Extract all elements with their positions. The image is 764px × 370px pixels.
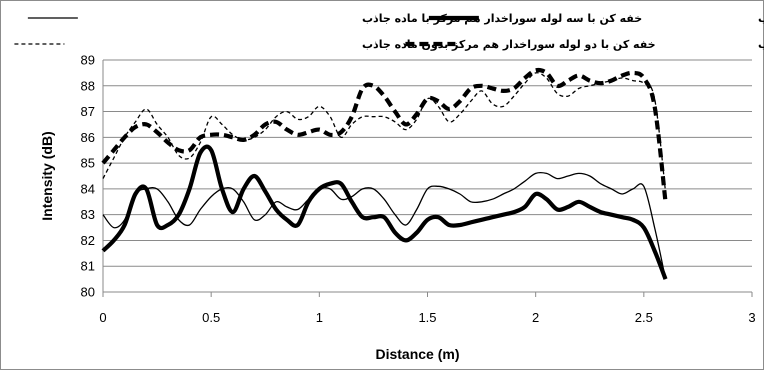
series-line-1 [102, 171, 667, 280]
legend-label-2: خفه کن با دو لوله سوراخدار هم مرکز با ما… [758, 12, 764, 25]
y-tick-label: 89 [81, 53, 95, 68]
x-tick-label: 2.5 [635, 310, 653, 325]
y-axis-title: Intensity (dB) [39, 131, 55, 220]
y-tick-label: 88 [81, 78, 95, 93]
x-tick-label: 3 [748, 310, 755, 325]
y-tick-label: 81 [81, 259, 95, 274]
y-tick-label: 80 [81, 285, 95, 300]
x-tick-label: 0 [99, 310, 106, 325]
x-tick-label: 0.5 [202, 310, 220, 325]
x-tick-label: 1.5 [418, 310, 436, 325]
y-tick-label: 83 [81, 207, 95, 222]
series-line-2 [101, 144, 668, 280]
legend-label-1: خفه کن با سه لوله سوراخدار هم مرکز با ما… [362, 12, 642, 25]
x-axis-title: Distance (m) [375, 346, 459, 362]
legend-label-3: خفه کن با دو لوله سوراخدار هم مرکز بدون … [362, 38, 656, 51]
x-tick-label: 1 [316, 310, 323, 325]
y-tick-label: 87 [81, 104, 95, 119]
series-line-4 [101, 67, 668, 203]
x-tick-label: 2 [532, 310, 539, 325]
y-tick-label: 82 [81, 233, 95, 248]
legend-label-4: خفه کن با سه لوله سوراخدار هم مرکز بدون … [758, 38, 764, 51]
y-tick-label: 84 [81, 181, 95, 196]
y-tick-label: 86 [81, 130, 95, 145]
y-tick-label: 85 [81, 156, 95, 171]
series-line-3 [102, 72, 667, 192]
